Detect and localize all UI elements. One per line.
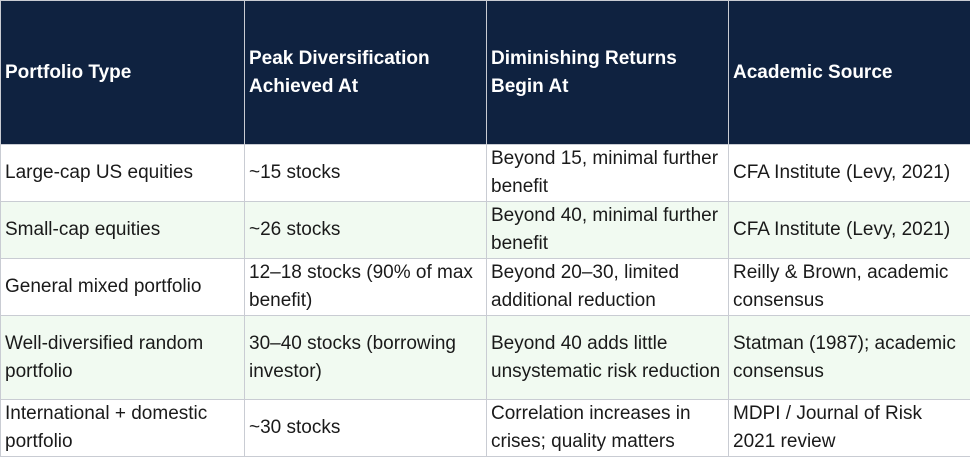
table-row: General mixed portfolio 12–18 stocks (90… <box>1 259 970 316</box>
cell-peak-diversification: 30–40 stocks (borrowing investor) <box>245 316 487 400</box>
table-row: Large-cap US equities ~15 stocks Beyond … <box>1 145 970 202</box>
table-header: Portfolio Type Peak Diversification Achi… <box>1 1 970 145</box>
cell-diminishing-returns: Beyond 15, minimal further benefit <box>487 145 729 202</box>
cell-academic-source: CFA Institute (Levy, 2021) <box>729 145 970 202</box>
cell-peak-diversification: ~15 stocks <box>245 145 487 202</box>
cell-academic-source: Reilly & Brown, academic consensus <box>729 259 970 316</box>
cell-diminishing-returns: Beyond 40, minimal further benefit <box>487 202 729 259</box>
header-diminishing-returns: Diminishing Returns Begin At <box>487 1 729 145</box>
cell-peak-diversification: 12–18 stocks (90% of max benefit) <box>245 259 487 316</box>
cell-diminishing-returns: Beyond 20–30, limited additional reducti… <box>487 259 729 316</box>
cell-peak-diversification: ~30 stocks <box>245 400 487 457</box>
cell-academic-source: CFA Institute (Levy, 2021) <box>729 202 970 259</box>
cell-diminishing-returns: Beyond 40 adds little unsystematic risk … <box>487 316 729 400</box>
cell-portfolio-type: General mixed portfolio <box>1 259 245 316</box>
header-portfolio-type: Portfolio Type <box>1 1 245 145</box>
header-peak-diversification: Peak Diversification Achieved At <box>245 1 487 145</box>
table-row: Small-cap equities ~26 stocks Beyond 40,… <box>1 202 970 259</box>
header-academic-source: Academic Source <box>729 1 970 145</box>
cell-peak-diversification: ~26 stocks <box>245 202 487 259</box>
table-body: Large-cap US equities ~15 stocks Beyond … <box>1 145 970 457</box>
cell-diminishing-returns: Correlation increases in crises; quality… <box>487 400 729 457</box>
cell-academic-source: Statman (1987); academic consensus <box>729 316 970 400</box>
table-row: Well-diversified random portfolio 30–40 … <box>1 316 970 400</box>
cell-portfolio-type: International + domestic portfolio <box>1 400 245 457</box>
header-row: Portfolio Type Peak Diversification Achi… <box>1 1 970 145</box>
cell-portfolio-type: Well-diversified random portfolio <box>1 316 245 400</box>
cell-academic-source: MDPI / Journal of Risk 2021 review <box>729 400 970 457</box>
cell-portfolio-type: Large-cap US equities <box>1 145 245 202</box>
table-row: International + domestic portfolio ~30 s… <box>1 400 970 457</box>
cell-portfolio-type: Small-cap equities <box>1 202 245 259</box>
